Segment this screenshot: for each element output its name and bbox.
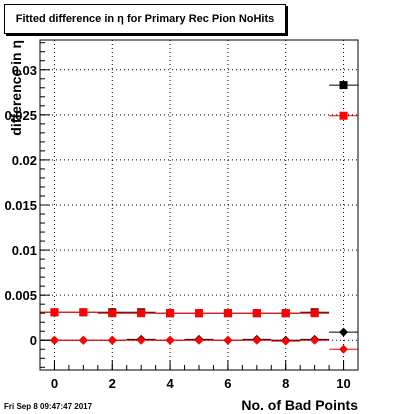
- data-point-diamond: [310, 335, 320, 345]
- data-point-square: [195, 309, 203, 318]
- data-point-diamond: [223, 335, 233, 345]
- x-tick-label: 10: [336, 376, 350, 391]
- x-tick-label: 4: [166, 376, 174, 391]
- y-tick-label: 0.025: [4, 108, 37, 123]
- y-tick-label: 0.005: [4, 288, 37, 303]
- y-tick-label: 0.03: [12, 63, 37, 78]
- data-point-diamond: [281, 336, 291, 346]
- data-point-square: [310, 309, 319, 318]
- y-tick-label: 0.01: [12, 243, 37, 258]
- data-point-diamond: [78, 335, 88, 345]
- x-tick-label: 8: [282, 376, 289, 391]
- data-point-diamond: [339, 327, 349, 337]
- x-tick-label: 6: [224, 376, 231, 391]
- data-point-square: [252, 309, 261, 318]
- x-tick-label: 2: [109, 376, 116, 391]
- data-point-diamond: [136, 335, 146, 345]
- chart-title: Fitted difference in η for Primary Rec P…: [4, 4, 286, 34]
- data-point-square: [223, 309, 232, 318]
- data-point-square: [137, 309, 146, 318]
- tick-labels: 0 2 4 6 8 10 0 0.005 0.01 0.015 0.02 0.025 0.03: [4, 63, 350, 391]
- y-tick-label: 0.02: [12, 153, 37, 168]
- data-point-diamond: [49, 335, 59, 345]
- axis-ticks: [39, 42, 359, 370]
- plot-frame: [39, 39, 359, 371]
- data-point-diamond: [107, 335, 117, 345]
- data-marks: [40, 81, 358, 354]
- y-tick-label: 0: [30, 333, 37, 348]
- y-tick-label: 0.015: [4, 198, 37, 213]
- timestamp-footer: Fri Sep 8 09:47:47 2017: [4, 402, 93, 411]
- data-point-square: [50, 308, 59, 317]
- x-axis-label: No. of Bad Points: [241, 397, 358, 413]
- grid-lines: [40, 40, 358, 370]
- data-point-diamond: [339, 344, 349, 354]
- data-point-square: [166, 309, 175, 318]
- data-point-diamond: [194, 335, 204, 345]
- data-point-square: [108, 309, 117, 318]
- data-point-square: [79, 308, 88, 317]
- y-axis-label: difference in η: [8, 40, 24, 136]
- data-point-square: [281, 309, 290, 318]
- data-point-diamond: [252, 335, 262, 345]
- x-tick-label: 0: [51, 376, 58, 391]
- data-point-square: [339, 111, 348, 120]
- data-point-diamond: [165, 335, 175, 345]
- data-point-square: [339, 81, 348, 90]
